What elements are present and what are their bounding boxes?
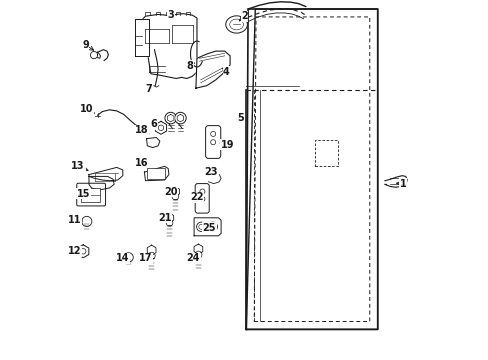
Text: 14: 14 [116,253,129,264]
Circle shape [199,224,203,229]
Text: 1: 1 [399,179,406,189]
Polygon shape [78,245,89,258]
Circle shape [196,222,205,231]
Text: 23: 23 [204,167,218,177]
Polygon shape [246,9,377,329]
Circle shape [172,193,178,200]
Circle shape [200,197,204,202]
Polygon shape [89,176,114,190]
Text: 5: 5 [236,113,243,123]
Circle shape [200,189,204,194]
FancyBboxPatch shape [77,183,105,206]
Circle shape [123,253,133,262]
Text: 22: 22 [190,192,203,202]
Circle shape [210,131,215,136]
Circle shape [148,252,155,259]
Polygon shape [155,121,166,134]
Text: 11: 11 [68,215,81,225]
Bar [81,188,101,202]
Text: 25: 25 [202,222,216,233]
Text: 13: 13 [71,161,85,171]
Polygon shape [177,114,183,122]
Bar [146,168,165,179]
Polygon shape [194,244,203,254]
Text: 3: 3 [167,10,174,20]
Text: 17: 17 [139,253,152,264]
Text: 4: 4 [223,67,229,77]
Text: 10: 10 [80,104,93,114]
Polygon shape [165,213,173,222]
Circle shape [195,251,202,258]
Polygon shape [171,187,179,196]
Text: 24: 24 [186,253,200,264]
Polygon shape [147,245,156,255]
Text: 16: 16 [135,158,148,168]
Text: 9: 9 [82,40,89,50]
Text: 6: 6 [150,119,157,129]
Text: 8: 8 [186,60,193,71]
Text: 20: 20 [163,186,177,197]
Circle shape [210,140,215,145]
Polygon shape [89,167,122,181]
Text: 7: 7 [145,84,152,94]
Polygon shape [194,218,221,236]
Text: 12: 12 [68,246,81,256]
Text: 15: 15 [76,189,90,199]
Circle shape [166,220,173,226]
Circle shape [174,112,186,124]
Ellipse shape [225,16,247,33]
Text: 21: 21 [158,213,171,223]
Polygon shape [167,114,174,122]
Polygon shape [144,166,168,181]
Circle shape [164,112,176,124]
Text: 19: 19 [220,140,233,150]
Circle shape [208,222,217,231]
Ellipse shape [229,19,243,30]
Polygon shape [134,19,149,56]
Text: 2: 2 [241,11,247,21]
Polygon shape [196,51,230,88]
Polygon shape [142,14,197,78]
FancyBboxPatch shape [205,126,220,158]
FancyBboxPatch shape [195,184,209,213]
Circle shape [81,216,92,226]
Text: 18: 18 [135,125,148,135]
Polygon shape [384,176,407,187]
Circle shape [210,224,215,229]
